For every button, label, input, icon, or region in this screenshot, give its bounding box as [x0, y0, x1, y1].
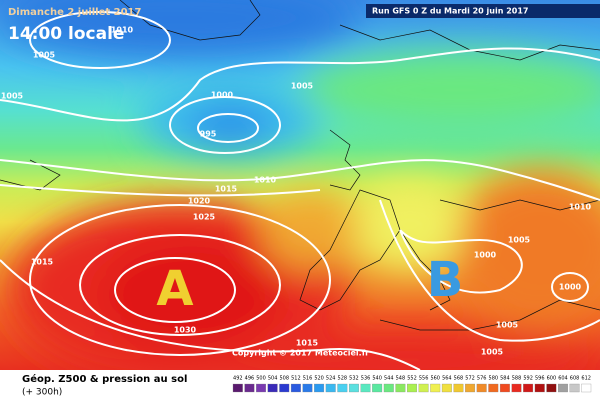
colorbar-tick-label: 508 — [279, 376, 289, 382]
footer-lead: (+ 300h) — [22, 388, 62, 398]
isobar-label: 1005 — [1, 92, 24, 101]
colorbar-tick-label: 528 — [338, 376, 348, 382]
isobar-label: 1005 — [481, 348, 504, 357]
colorbar-tick-label: 516 — [303, 376, 313, 382]
colorbar-swatch — [465, 383, 476, 393]
isobar-label: 1000 — [211, 91, 234, 100]
forecast-time: 14:00 locale — [8, 24, 124, 44]
colorbar-swatch — [499, 383, 510, 393]
colorbar-tick-label: 548 — [396, 376, 406, 382]
colorbar-swatch — [279, 383, 290, 393]
colorbar-tick-label: 520 — [314, 376, 324, 382]
colorbar-swatch — [290, 383, 301, 393]
isobar-label: 1005 — [291, 82, 314, 91]
colorbar-tick-label: 604 — [558, 376, 568, 382]
colorbar-tick-label: 576 — [477, 376, 487, 382]
colorbar-swatch — [488, 383, 499, 393]
isobar-lines — [0, 11, 600, 370]
colorbar-tick-label: 600 — [547, 376, 557, 382]
isobar-label: 1025 — [193, 213, 216, 222]
colorbar-swatch — [581, 383, 592, 393]
colorbar-tick-label: 564 — [442, 376, 452, 382]
colorbar-tick-label: 608 — [570, 376, 580, 382]
colorbar-tick-label: 596 — [535, 376, 545, 382]
isobar-label: 1000 — [474, 251, 497, 260]
footer-title: Géop. Z500 & pression au sol — [22, 373, 187, 385]
isobar-label: 1010 — [569, 203, 592, 212]
colorbar-swatch — [407, 383, 417, 393]
isobar-label: 1010 — [254, 176, 277, 185]
colorbar-swatch — [534, 383, 545, 393]
run-banner — [366, 4, 600, 18]
isobar-label: 1020 — [188, 197, 211, 206]
colorbar-swatch — [418, 383, 429, 393]
colorbar-tick-label: 544 — [384, 376, 394, 382]
colorbar-tick-label: 492 — [233, 376, 243, 382]
colorbar-tick-label: 540 — [372, 376, 382, 382]
colorbar-tick-label: 536 — [361, 376, 371, 382]
isobar-label: 1015 — [215, 185, 238, 194]
colorbar-swatch — [383, 383, 394, 393]
colorbar-tick-label: 580 — [489, 376, 499, 382]
colorbar-tick-label: 532 — [349, 376, 359, 382]
colorbar-tick-label: 592 — [523, 376, 533, 382]
colorbar-swatch — [348, 383, 359, 393]
colorbar-tick-label: 496 — [245, 376, 255, 382]
colorbar-tick-label: 500 — [256, 376, 266, 382]
isobar-label: 1015 — [31, 258, 54, 267]
isobar-label: 1005 — [508, 236, 531, 245]
colorbar-tick-label: 584 — [500, 376, 510, 382]
colorbar-swatch — [314, 383, 325, 393]
colorbar-tick-label: 512 — [291, 376, 301, 382]
colorbar-swatch — [244, 383, 255, 393]
colorbar-tick-label: 568 — [454, 376, 464, 382]
isobar-labels: 1010 1005 1005 1000 995 1005 1010 1015 1020 1025 1… — [1, 26, 592, 357]
forecast-date: Dimanche 2 juillet 2017 — [8, 7, 142, 18]
colorbar-tick-label: 504 — [268, 376, 278, 382]
isobar-label: 1005 — [33, 51, 56, 60]
isobar-label: 1010 — [111, 26, 134, 35]
colorbar-swatch — [558, 383, 568, 393]
colorbar-tick-label: 556 — [419, 376, 429, 382]
isobar-label: 1005 — [496, 321, 519, 330]
colorbar-tick-label: 560 — [430, 376, 440, 382]
colorbar-swatch — [372, 383, 383, 393]
isobar-label: 1000 — [559, 283, 582, 292]
low-pressure-label: B — [427, 252, 464, 308]
copyright: Copyright © 2017 Meteociel.fr — [232, 349, 369, 358]
colorbar-tick-label: 552 — [407, 376, 417, 382]
colorbar-swatch — [360, 383, 371, 393]
colorbar-tick-label: 572 — [465, 376, 475, 382]
colorbar-swatch — [325, 383, 336, 393]
run-info: Run GFS 0 Z du Mardi 20 juin 2017 — [372, 7, 528, 16]
colorbar-swatch — [441, 383, 452, 393]
colorbar-swatch — [453, 383, 464, 393]
colorbar-swatch — [232, 383, 243, 393]
colorbar-swatch — [302, 383, 313, 393]
colorbar-swatch — [256, 383, 266, 393]
colorbar-swatch — [569, 383, 580, 393]
colorbar-swatch — [267, 383, 278, 393]
isobar-label: 1030 — [174, 326, 197, 335]
colorbar-swatch — [523, 383, 534, 393]
colorbar: 492 496 500 504 508 512 516 520 524 528 532 536 540 5… — [232, 376, 592, 393]
colorbar-tick-label: 612 — [581, 376, 591, 382]
colorbar-swatch — [476, 383, 487, 393]
isobar-label: 995 — [200, 130, 217, 139]
colorbar-tick-label: 588 — [512, 376, 522, 382]
colorbar-swatch — [546, 383, 557, 393]
colorbar-swatch — [395, 383, 406, 393]
colorbar-swatch — [337, 383, 348, 393]
colorbar-tick-label: 524 — [326, 376, 336, 382]
colorbar-swatch — [511, 383, 522, 393]
high-pressure-label: A — [156, 261, 193, 317]
isobar-label: 1015 — [296, 339, 319, 348]
colorbar-swatch — [430, 383, 441, 393]
